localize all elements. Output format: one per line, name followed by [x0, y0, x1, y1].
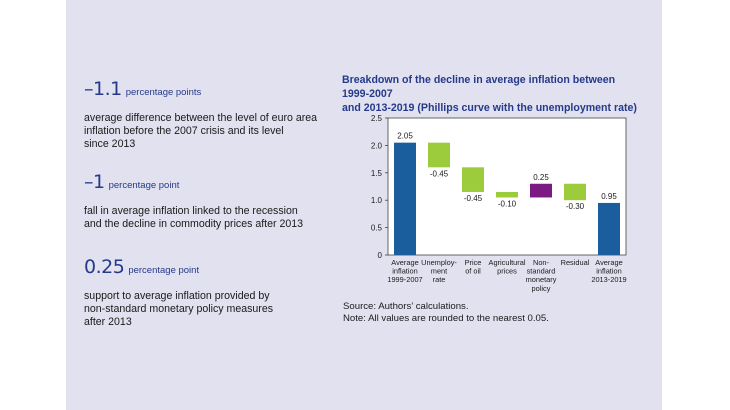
chart-title: Breakdown of the decline in average infl…: [342, 73, 642, 115]
stat-block-2: –1 percentage point fall in average infla…: [84, 171, 354, 231]
data-label: -0.10: [498, 199, 517, 208]
category-label: policy: [532, 284, 551, 293]
category-label: inflation: [596, 267, 621, 276]
category-label: standard: [527, 267, 556, 276]
stat-unit-2: percentage point: [108, 180, 180, 191]
category-label: Agricultural: [489, 258, 526, 267]
data-label: 0.25: [533, 173, 549, 182]
data-label: 2.05: [397, 132, 413, 141]
stat-description-2: fall in average inflation linked to the …: [84, 205, 354, 231]
category-label: inflation: [392, 267, 417, 276]
data-label: -0.45: [430, 169, 449, 178]
stat-description-line: and the decline in commodity prices afte…: [84, 217, 304, 230]
category-label: Unemploy-: [421, 258, 457, 267]
category-label: Non-: [533, 258, 550, 267]
chart-notes: Source: Authors’ calculations. Note: All…: [343, 301, 549, 325]
stat-block-3: 0.25 percentage point support to average …: [84, 256, 354, 328]
stat-headline-1: –1.1 percentage points: [84, 78, 354, 100]
bar-7: [598, 202, 620, 255]
rounding-note: Note: All values are rounded to the near…: [343, 313, 549, 324]
data-label: 0.95: [601, 192, 617, 201]
stat-description-3: support to average inflation provided by…: [84, 290, 354, 328]
y-tick-label: 2.0: [371, 141, 383, 150]
category-label: monetary: [526, 275, 557, 284]
y-tick-label: 1.0: [371, 196, 383, 205]
y-tick-label: 2.5: [371, 114, 383, 123]
category-label: of oil: [465, 267, 481, 276]
category-label: prices: [497, 267, 517, 276]
stat-value-3: 0.25: [84, 256, 125, 278]
stat-block-1: –1.1 percentage points average difference…: [84, 78, 354, 150]
category-label: 1999-2007: [387, 275, 422, 284]
y-tick-label: 1.5: [371, 169, 383, 178]
bar-5: [530, 183, 552, 198]
data-label: -0.45: [464, 194, 483, 203]
y-tick-label: 0.5: [371, 224, 383, 233]
stat-description-line: after 2013: [84, 315, 132, 328]
stat-description-line: fall in average inflation linked to the …: [84, 205, 298, 217]
category-label: Price: [465, 258, 482, 267]
stat-description-line: since 2013: [84, 137, 136, 150]
category-label: Residual: [561, 258, 590, 267]
stat-value-2: –1: [84, 171, 105, 193]
stat-description-line: inflation before the 2007 crisis and its…: [84, 124, 284, 137]
stat-description-line: non-standard monetary policy measures: [84, 302, 274, 315]
stat-headline-2: –1 percentage point: [84, 171, 354, 193]
data-label: -0.30: [566, 202, 585, 211]
category-label: Average: [595, 258, 622, 267]
stat-headline-3: 0.25 percentage point: [84, 256, 354, 278]
stat-value-1: –1.1: [84, 78, 122, 100]
bar-2: [428, 142, 450, 168]
stat-description-line: average difference between the level of …: [84, 112, 318, 124]
bar-6: [564, 183, 586, 201]
stat-description-1: average difference between the level of …: [84, 112, 354, 150]
source-note: Source: Authors’ calculations.: [343, 301, 469, 312]
y-tick-label: 0: [378, 251, 383, 260]
category-label: Average: [391, 258, 418, 267]
stat-description-line: support to average inflation provided by: [84, 290, 270, 302]
category-label: 2013-2019: [591, 275, 626, 284]
chart-title-line: and 2013-2019 (Phillips curve with the u…: [342, 102, 637, 114]
bar-3: [462, 167, 484, 192]
stat-unit-1: percentage points: [125, 87, 202, 98]
stat-unit-3: percentage point: [128, 265, 200, 276]
bar-1: [394, 142, 416, 255]
category-label: rate: [433, 275, 446, 284]
plot-area: [387, 117, 627, 256]
bar-4: [496, 191, 518, 198]
chart-title-line: Breakdown of the decline in average infl…: [342, 74, 616, 100]
category-label: ment: [431, 267, 447, 276]
